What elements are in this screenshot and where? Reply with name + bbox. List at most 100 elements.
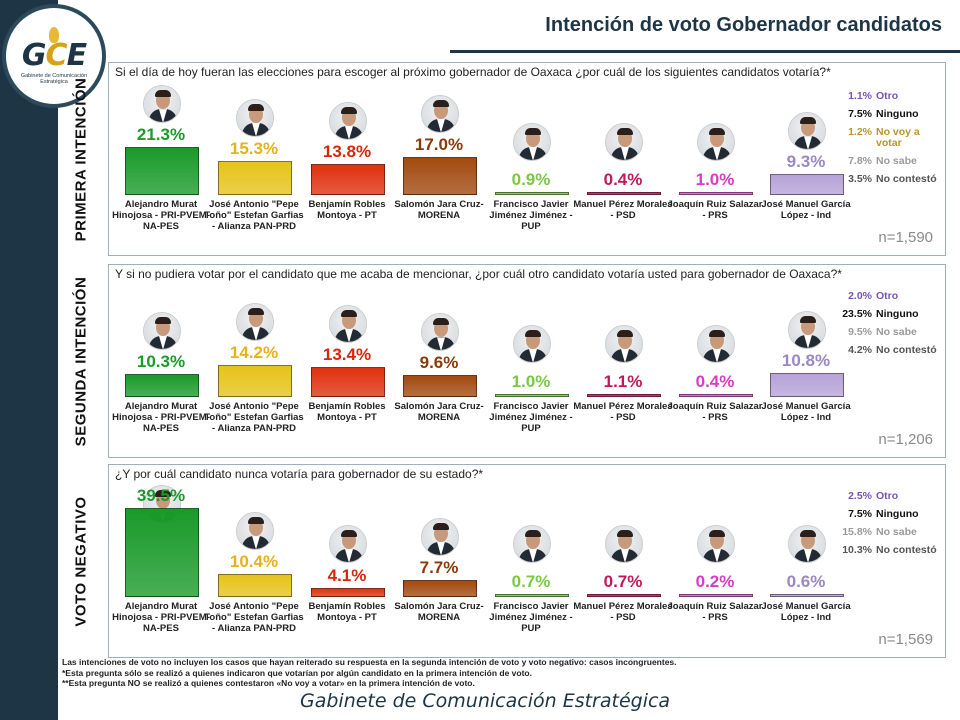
bar: [218, 573, 292, 597]
data-label: 1.0%: [511, 372, 551, 391]
candidate-column: 4.1% Benjamín Robles Montoya - PT: [301, 465, 393, 659]
data-label: 10.3%: [136, 351, 186, 371]
candidate-column: 0.9% Francisco Javier Jiménez Jiménez - P…: [485, 63, 577, 257]
data-label: 0.7%: [603, 572, 643, 591]
bar: [679, 594, 753, 597]
candidate-name: Francisco Javier Jiménez Jiménez - PUP: [489, 199, 573, 232]
candidate-name: Manuel Pérez Morales - PSD: [573, 401, 673, 423]
data-label: 0.6%: [786, 572, 826, 591]
data-label: 13.8%: [322, 141, 372, 161]
candidate-column: 1.1% Manuel Pérez Morales - PSD: [573, 265, 673, 459]
candidate-name: Francisco Javier Jiménez Jiménez - PUP: [489, 601, 573, 634]
bar: [495, 394, 569, 397]
candidate-name: Salomón Jara Cruz- MORENA: [394, 199, 484, 221]
bar: [403, 579, 477, 597]
candidate-photo: [605, 325, 643, 363]
other-response-label: Otro: [876, 90, 899, 102]
page-title: Intención de voto Gobernador candidatos: [545, 14, 942, 36]
bar: [495, 594, 569, 597]
candidate-column: 1.0% Francisco Javier Jiménez Jiménez - P…: [485, 265, 577, 459]
candidate-column: 0.7% Francisco Javier Jiménez Jiménez - P…: [485, 465, 577, 659]
candidate-column: 10.3% Alejandro Murat Hinojosa - PRI-PVEM…: [112, 265, 210, 459]
other-response-row: 23.5% Ninguno: [839, 309, 944, 320]
other-response-value: 4.2%: [848, 344, 872, 356]
other-response-row: 1.2% No voy a votar: [839, 127, 944, 149]
logo-subtitle: Gabinete de Comunicación Estratégica: [20, 73, 88, 85]
data-label: 1.1%: [603, 372, 643, 391]
bar: [495, 192, 569, 195]
bar: [311, 366, 385, 397]
footnote-0: Las intenciones de voto no incluyen los …: [62, 657, 677, 667]
candidate-column: 0.2% Joaquín Ruiz Salazar - PRS: [667, 465, 763, 659]
candidate-name: Benjamín Robles Montoya - PT: [308, 199, 386, 221]
data-label: 0.7%: [511, 572, 551, 591]
other-response-value: 23.5%: [842, 308, 872, 320]
chart-panel-1: Y si no pudiera votar por el candidato q…: [108, 264, 946, 458]
other-response-row: 4.2% No contestó: [839, 345, 944, 356]
data-label: 21.3%: [136, 125, 186, 145]
candidate-photo: [421, 313, 459, 352]
other-response-value: 10.3%: [842, 544, 872, 556]
other-response-value: 2.5%: [848, 490, 872, 502]
bar: [770, 372, 844, 397]
candidate-photo: [421, 517, 459, 556]
bar: [218, 160, 292, 195]
section-label-1: SEGUNDA INTENCIÓN: [58, 264, 104, 458]
candidate-name: Salomón Jara Cruz- MORENA: [394, 601, 484, 623]
other-response-value: 7.5%: [848, 508, 872, 520]
candidate-photo: [329, 101, 367, 140]
other-response-label: Otro: [876, 490, 899, 502]
other-response-label: No sabe: [876, 326, 917, 338]
candidate-column: 39.5% Alejandro Murat Hinojosa - PRI-PVEM…: [112, 465, 210, 659]
candidate-name: José Manuel García López - Ind: [761, 199, 851, 221]
candidate-photo: [788, 525, 826, 563]
candidate-name: Francisco Javier Jiménez Jiménez - PUP: [489, 401, 573, 434]
other-response-value: 1.1%: [848, 90, 872, 102]
title-rule: [450, 50, 960, 53]
candidate-name: Joaquín Ruiz Salazar - PRS: [667, 401, 763, 423]
candidate-photo: [236, 303, 274, 342]
data-label: 13.4%: [322, 344, 372, 364]
bar: [587, 394, 661, 397]
candidate-column: 7.7% Salomón Jara Cruz- MORENA: [393, 465, 485, 659]
candidate-column: 14.2% José Antonio "Pepe Toño" Estefan Ga…: [204, 265, 304, 459]
other-response-value: 1.2%: [848, 126, 872, 138]
candidate-name: Salomón Jara Cruz- MORENA: [394, 401, 484, 423]
gce-logo: GCE Gabinete de Comunicación Estratégica: [2, 4, 106, 108]
footnotes: Las intenciones de voto no incluyen los …: [62, 657, 922, 689]
section-title: VOTO NEGATIVO: [72, 495, 90, 627]
bar: [770, 174, 844, 195]
logo-mark: GCE: [21, 38, 87, 73]
data-label: 7.7%: [419, 557, 459, 577]
candidate-photo: [329, 304, 367, 343]
bar: [311, 587, 385, 597]
bar: [587, 594, 661, 597]
other-response-row: 7.5% Ninguno: [839, 109, 944, 120]
other-response-row: 10.3% No contestó: [839, 545, 944, 556]
candidate-column: 9.3% José Manuel García López - Ind: [760, 63, 852, 257]
data-label: 0.9%: [511, 170, 551, 189]
other-response-row: 7.5% Ninguno: [839, 509, 944, 520]
data-label: 39.5%: [136, 486, 186, 506]
bar: [311, 163, 385, 195]
section-title: PRIMERA INTENCIÓN: [72, 77, 90, 241]
other-response-label: Ninguno: [876, 308, 919, 320]
other-response-label: Ninguno: [876, 108, 919, 120]
candidate-name: José Antonio "Pepe Toño" Estefan Garfias…: [204, 401, 304, 434]
data-label: 1.0%: [695, 170, 735, 189]
candidate-name: Joaquín Ruiz Salazar - PRS: [667, 601, 763, 623]
bar: [679, 192, 753, 195]
other-response-label: No contestó: [876, 544, 937, 556]
candidate-column: 0.4% Manuel Pérez Morales - PSD: [573, 63, 673, 257]
candidate-photo: [697, 525, 735, 563]
data-label: 10.4%: [229, 551, 279, 571]
candidate-name: Joaquín Ruiz Salazar - PRS: [667, 199, 763, 221]
sample-size: n=1,206: [878, 431, 933, 448]
bar: [403, 156, 477, 195]
candidate-photo: [421, 94, 459, 133]
other-response-label: No contestó: [876, 344, 937, 356]
data-label: 14.2%: [229, 343, 279, 363]
candidate-photo: [143, 85, 181, 124]
candidate-column: 0.6% José Manuel García López - Ind: [760, 465, 852, 659]
other-responses-list: 2.0% Otro 23.5% Ninguno 9.5% No sabe 4.2% No co…: [839, 291, 944, 363]
